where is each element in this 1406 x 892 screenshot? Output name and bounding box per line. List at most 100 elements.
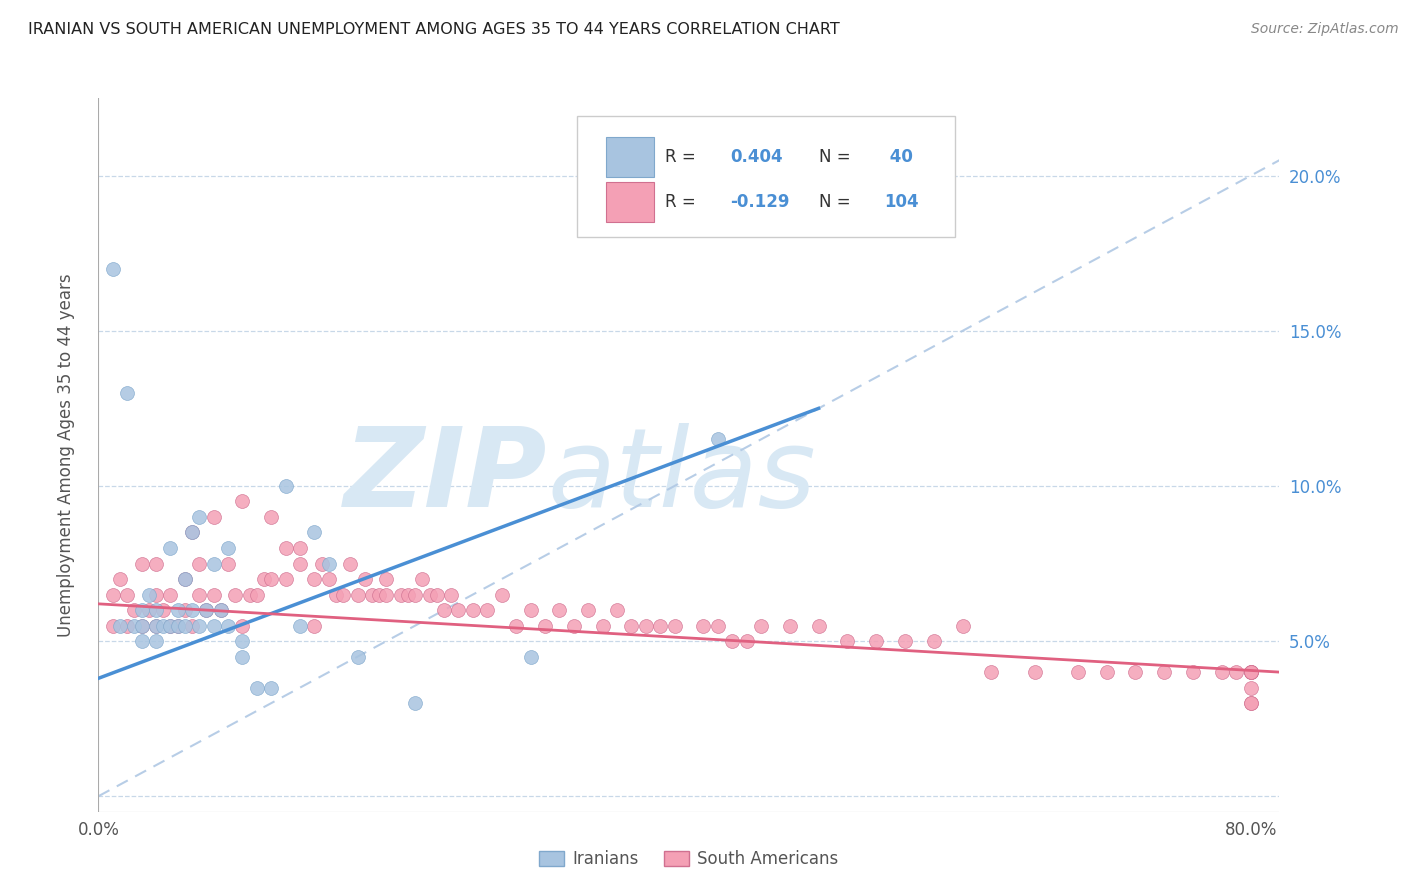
Point xyxy=(749,618,772,632)
Point xyxy=(217,541,239,555)
Point xyxy=(239,588,262,602)
Point xyxy=(318,557,340,571)
Point xyxy=(721,634,744,648)
Point xyxy=(124,618,146,632)
Point xyxy=(1240,665,1263,679)
Point xyxy=(195,603,218,617)
Point xyxy=(404,588,426,602)
Point xyxy=(188,618,211,632)
Point xyxy=(260,510,283,524)
Point xyxy=(209,603,232,617)
Point xyxy=(131,557,153,571)
Point xyxy=(865,634,887,648)
Point xyxy=(101,588,124,602)
Point xyxy=(477,603,499,617)
Point xyxy=(375,572,398,586)
Point xyxy=(548,603,571,617)
Point xyxy=(361,588,384,602)
Point xyxy=(1095,665,1118,679)
Point xyxy=(145,557,167,571)
Point xyxy=(952,618,974,632)
Point xyxy=(606,603,628,617)
Point xyxy=(304,618,326,632)
Point xyxy=(461,603,484,617)
Point xyxy=(138,588,160,602)
Point xyxy=(288,618,311,632)
Point xyxy=(115,385,138,400)
Point xyxy=(145,618,167,632)
Point xyxy=(980,665,1002,679)
Point xyxy=(1240,696,1263,710)
Point xyxy=(108,618,131,632)
Point xyxy=(396,588,419,602)
Point xyxy=(101,618,124,632)
Point xyxy=(650,618,672,632)
Point xyxy=(145,634,167,648)
Point xyxy=(231,634,253,648)
Point xyxy=(447,603,470,617)
Point xyxy=(166,618,188,632)
Point xyxy=(706,618,728,632)
Point xyxy=(389,588,412,602)
Text: -0.129: -0.129 xyxy=(730,193,790,211)
Point xyxy=(433,603,456,617)
Point xyxy=(173,603,195,617)
Point xyxy=(664,618,686,632)
Text: R =: R = xyxy=(665,148,702,166)
Point xyxy=(491,588,513,602)
Point xyxy=(145,588,167,602)
FancyBboxPatch shape xyxy=(576,116,955,237)
Point xyxy=(426,588,449,602)
Point xyxy=(692,618,714,632)
Point xyxy=(288,541,311,555)
Point xyxy=(346,649,368,664)
Text: N =: N = xyxy=(818,148,856,166)
Point xyxy=(159,541,181,555)
Point xyxy=(274,541,297,555)
FancyBboxPatch shape xyxy=(606,137,654,177)
Text: ZIP: ZIP xyxy=(343,423,547,530)
Text: N =: N = xyxy=(818,193,856,211)
Point xyxy=(188,510,211,524)
Point xyxy=(368,588,391,602)
Point xyxy=(145,618,167,632)
Point xyxy=(231,494,253,508)
Point xyxy=(325,588,347,602)
Point xyxy=(131,618,153,632)
Point xyxy=(634,618,657,632)
Point xyxy=(922,634,945,648)
Point xyxy=(202,557,225,571)
Point xyxy=(202,588,225,602)
Point xyxy=(592,618,614,632)
Text: 0.404: 0.404 xyxy=(730,148,783,166)
Point xyxy=(288,557,311,571)
Point xyxy=(339,557,361,571)
Point xyxy=(101,261,124,276)
Point xyxy=(576,603,599,617)
Point xyxy=(1067,665,1090,679)
Point xyxy=(304,572,326,586)
Text: 104: 104 xyxy=(884,193,918,211)
Point xyxy=(224,588,246,602)
Point xyxy=(1240,665,1263,679)
Text: R =: R = xyxy=(665,193,702,211)
Point xyxy=(620,618,643,632)
Point xyxy=(181,603,204,617)
Point xyxy=(419,588,441,602)
Point xyxy=(332,588,354,602)
Point xyxy=(188,588,211,602)
Point xyxy=(304,525,326,540)
Point xyxy=(779,618,801,632)
Point xyxy=(894,634,917,648)
Point xyxy=(375,588,398,602)
Point xyxy=(519,649,541,664)
Point xyxy=(807,618,830,632)
Point xyxy=(562,618,585,632)
Point xyxy=(260,681,283,695)
Point xyxy=(159,588,181,602)
Point xyxy=(145,603,167,617)
Point xyxy=(253,572,276,586)
Text: IRANIAN VS SOUTH AMERICAN UNEMPLOYMENT AMONG AGES 35 TO 44 YEARS CORRELATION CHA: IRANIAN VS SOUTH AMERICAN UNEMPLOYMENT A… xyxy=(28,22,839,37)
Point xyxy=(354,572,377,586)
Point xyxy=(534,618,557,632)
